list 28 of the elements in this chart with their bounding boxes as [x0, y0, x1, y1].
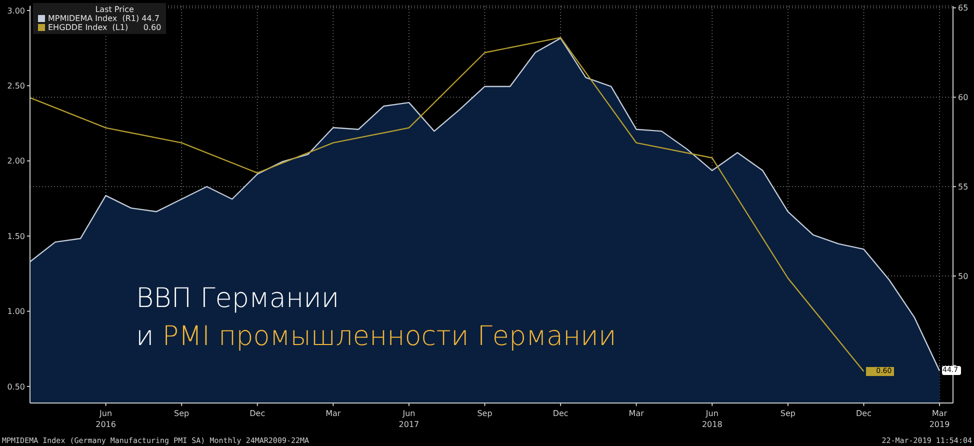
legend-label: EHGDDE Index (L1) 0.60 — [48, 23, 162, 32]
x-tick-label: Mar 2019 — [929, 409, 950, 429]
y-tick-label: 1.50 — [7, 232, 25, 241]
x-tick-label: Jun 2017 — [398, 409, 420, 429]
x-tick-label: Sep — [780, 409, 796, 418]
y2-tick-label: 50 — [958, 272, 968, 281]
y-tick-label: 2.00 — [7, 156, 25, 166]
x-tick-label: Dec — [250, 409, 266, 418]
line-series — [30, 36, 864, 372]
x-tick-label: Sep — [477, 409, 492, 418]
y-tick-label: 3.00 — [7, 6, 25, 16]
x-tick-label: Mar — [628, 409, 645, 418]
y2-tick-label: 55 — [958, 182, 968, 192]
text: и PMI промышленности Германии — [136, 320, 616, 354]
y-tick-label: 0.50 — [7, 382, 25, 392]
x-tick-label: Dec — [856, 409, 872, 418]
legend-label: MPMIDEMA Index (R1) 44.7 — [48, 14, 160, 23]
x-tick-label: Mar — [326, 409, 342, 418]
x-tick-label: Dec — [552, 409, 568, 418]
text: ВВП Германии — [136, 282, 340, 316]
y2-tick-label: 60 — [958, 93, 968, 102]
y2-tick-label: 65 — [958, 4, 968, 13]
y-tick-label: 2.50 — [7, 82, 25, 91]
x-tick-label: Sep — [174, 409, 190, 418]
x-tick-label: Jun 2016 — [96, 409, 116, 429]
y-tick-label: 1.00 — [7, 307, 25, 316]
legend-title: Last Price — [94, 5, 135, 14]
x-tick-label: Jun 2018 — [702, 409, 722, 429]
